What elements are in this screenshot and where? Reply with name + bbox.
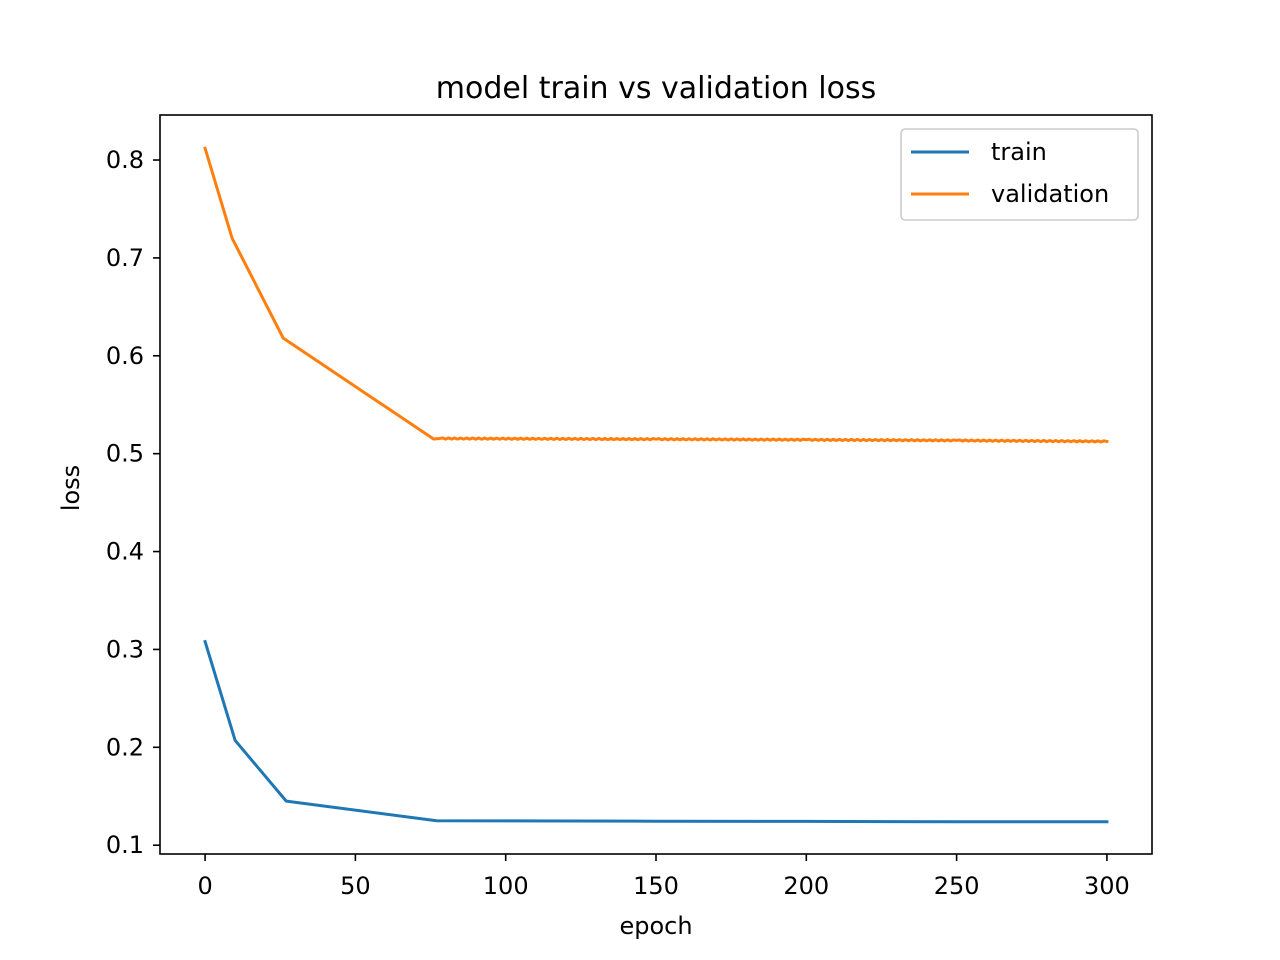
y-tick-label: 0.8 xyxy=(106,146,144,174)
y-tick-label: 0.7 xyxy=(106,244,144,272)
x-tick-label: 0 xyxy=(197,872,212,900)
x-tick-label: 100 xyxy=(483,872,529,900)
y-tick-label: 0.5 xyxy=(106,440,144,468)
y-tick-label: 0.2 xyxy=(106,733,144,761)
x-tick-label: 150 xyxy=(633,872,679,900)
legend-label-validation: validation xyxy=(991,180,1109,208)
y-tick-label: 0.6 xyxy=(106,342,144,370)
y-axis: 0.1 0.2 0.3 0.4 0.5 0.6 0.7 0.8 xyxy=(106,146,160,859)
x-tick-label: 200 xyxy=(783,872,829,900)
legend: train validation xyxy=(900,128,1139,221)
y-tick-label: 0.1 xyxy=(106,831,144,859)
x-tick-label: 50 xyxy=(340,872,371,900)
x-tick-label: 300 xyxy=(1084,872,1130,900)
series-layer xyxy=(203,146,1109,824)
series-line-validation xyxy=(203,146,1109,444)
y-tick-label: 0.4 xyxy=(106,538,144,566)
x-tick-label: 250 xyxy=(934,872,980,900)
y-tick-label: 0.3 xyxy=(106,635,144,663)
x-axis-label: epoch xyxy=(619,912,692,940)
x-axis: 0 50 100 150 200 250 300 xyxy=(197,854,1130,900)
y-axis-label: loss xyxy=(57,465,85,511)
legend-label-train: train xyxy=(991,138,1047,166)
series-line-train xyxy=(203,639,1109,824)
chart-title: model train vs validation loss xyxy=(436,71,876,106)
